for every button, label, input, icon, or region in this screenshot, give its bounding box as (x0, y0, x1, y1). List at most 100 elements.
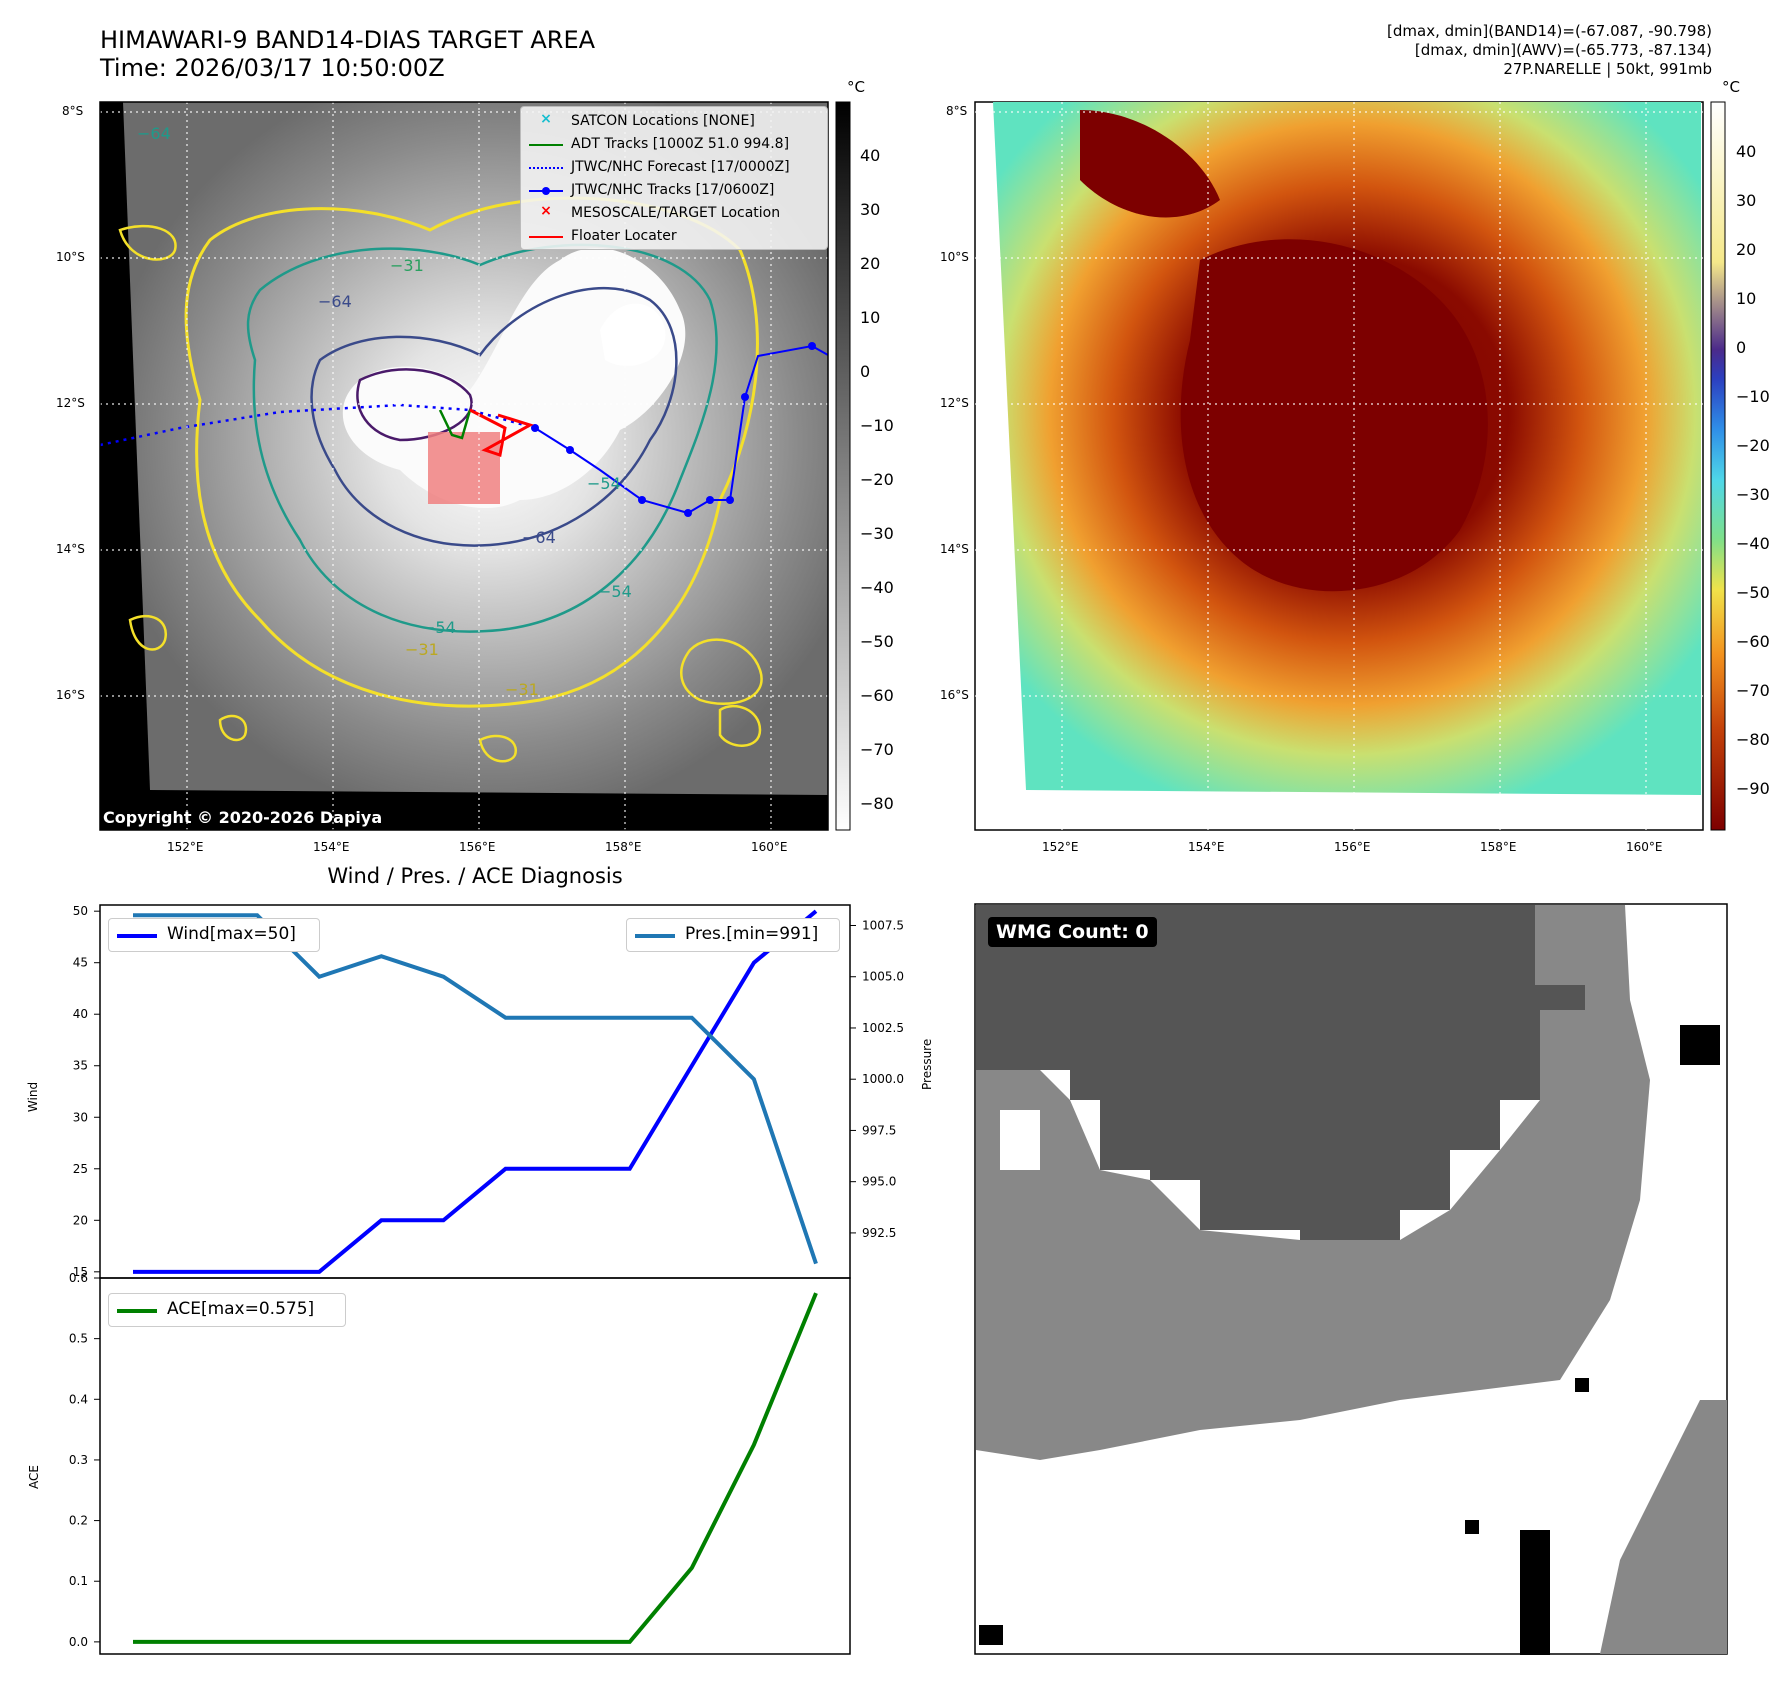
wind-series-line (133, 911, 816, 1272)
ace-tick-label: 0.2 (69, 1514, 88, 1528)
awv-colorbar-tick: 30 (1736, 191, 1756, 210)
line-dot-icon (529, 180, 563, 202)
adt-track (440, 410, 470, 438)
ir-colorbar (836, 102, 850, 830)
awv-colorbar-tick: −40 (1736, 534, 1770, 553)
ir-colorbar-tick: −20 (860, 470, 894, 489)
contour-label: −54 (422, 618, 456, 637)
ir-colorbar-tick: −50 (860, 632, 894, 651)
ir-lon-154e: 154°E (313, 840, 350, 854)
contour-label: −31 (390, 256, 424, 275)
contour-label: −54 (598, 582, 632, 601)
wmg-category-map (976, 905, 1727, 1655)
ace-axes-frame (100, 1278, 850, 1654)
diagnosis-title: Wind / Pres. / ACE Diagnosis (100, 864, 850, 888)
wmg-count-label: WMG Count: 0 (988, 917, 1157, 947)
floater-locater (470, 410, 530, 455)
contour-label: −64 (318, 292, 352, 311)
awv-colorbar-unit: °C (1722, 78, 1740, 96)
wind-tick-label: 40 (73, 1007, 88, 1021)
pressure-tick-label: 1005.0 (862, 970, 904, 984)
ir-colorbar-tick: 10 (860, 308, 880, 327)
contour-label: −64 (522, 528, 556, 547)
awv-colorbar-tick: −10 (1736, 387, 1770, 406)
awv-colorbar-tick: −60 (1736, 632, 1770, 651)
ace-tick-label: 0.6 (69, 1271, 88, 1285)
ir-lon-158e: 158°E (605, 840, 642, 854)
ace-tick-label: 0.5 (69, 1332, 88, 1346)
contour-minus-64 (312, 288, 677, 545)
awv-dry-slot (1181, 239, 1488, 591)
ace-legend: ACE[max=0.575] (108, 1293, 346, 1327)
jtwc-best-track (535, 346, 828, 513)
awv-colorbar-tick: −50 (1736, 583, 1770, 602)
ir-colorbar-tick: 30 (860, 200, 880, 219)
ir-lat-10s: 10°S (56, 250, 85, 264)
wind-axis-label: Wind (26, 1082, 40, 1112)
awv-colorbar-tick: 20 (1736, 240, 1756, 259)
ir-colorbar-tick: −70 (860, 740, 894, 759)
awv-lat-14s: 14°S (940, 542, 969, 556)
ir-lat-8s: 8°S (62, 104, 83, 118)
legend-floater: Floater Locater (521, 226, 827, 248)
awv-lat-16s: 16°S (940, 688, 969, 702)
awv-map-frame (975, 102, 1703, 830)
ir-lon-156e: 156°E (459, 840, 496, 854)
pressure-series-line (133, 915, 816, 1263)
awv-lon-152e: 152°E (1042, 840, 1079, 854)
awv-colorbar-tick: −30 (1736, 485, 1770, 504)
ace-series-line (133, 1293, 816, 1642)
awv-imagery (993, 102, 1701, 795)
awv-lon-158e: 158°E (1480, 840, 1517, 854)
ir-colorbar-unit: °C (847, 78, 865, 96)
jtwc-track-points (531, 342, 816, 517)
awv-lon-156e: 156°E (1334, 840, 1371, 854)
awv-colorbar-tick: −70 (1736, 681, 1770, 700)
legend-jtwc-tracks: JTWC/NHC Tracks [17/0600Z] (521, 180, 827, 202)
ir-colorbar-tick: −40 (860, 578, 894, 597)
wind-tick-label: 50 (73, 904, 88, 918)
wind-tick-label: 25 (73, 1162, 88, 1176)
ir-lat-16s: 16°S (56, 688, 85, 702)
awv-colorbar-tick: 40 (1736, 142, 1756, 161)
wind-tick-label: 15 (73, 1265, 88, 1279)
stats-line-3: 27P.NARELLE | 50kt, 991mb (1387, 60, 1712, 79)
pressure-axis-label: Pressure (920, 1039, 934, 1090)
contour-label: −54 (587, 474, 621, 493)
ace-tick-label: 0.1 (69, 1574, 88, 1588)
ir-lon-152e: 152°E (167, 840, 204, 854)
target-area-box (428, 432, 500, 504)
ir-lat-12s: 12°S (56, 396, 85, 410)
contour-label: −64 (137, 124, 171, 143)
wind-tick-label: 20 (73, 1213, 88, 1227)
awv-colorbar (1711, 102, 1725, 830)
awv-colorbar-tick: −20 (1736, 436, 1770, 455)
line-icon (529, 226, 563, 248)
awv-lon-160e: 160°E (1626, 840, 1663, 854)
ir-lat-14s: 14°S (56, 542, 85, 556)
awv-north-band (1080, 110, 1220, 217)
awv-lon-154e: 154°E (1188, 840, 1225, 854)
contour-label: −31 (505, 680, 539, 699)
ace-tick-label: 0.4 (69, 1392, 88, 1406)
x-marker-icon: × (529, 203, 563, 225)
ir-colorbar-tick: −60 (860, 686, 894, 705)
awv-lat-12s: 12°S (940, 396, 969, 410)
ir-lon-160e: 160°E (751, 840, 788, 854)
ir-colorbar-tick: −30 (860, 524, 894, 543)
wind-pressure-axes-frame (100, 905, 850, 1278)
awv-colorbar-tick: 0 (1736, 338, 1746, 357)
pressure-tick-label: 1007.5 (862, 918, 904, 932)
contour-minus-31 (186, 198, 757, 706)
legend-adt: ADT Tracks [1000Z 51.0 994.8] (521, 134, 827, 156)
ace-axis-label: ACE (27, 1465, 41, 1489)
contour-inner (357, 369, 471, 440)
stats-block: [dmax, dmin](BAND14)=(-67.087, -90.798) … (1387, 22, 1712, 79)
ir-colorbar-tick: 0 (860, 362, 870, 381)
wind-tick-label: 45 (73, 956, 88, 970)
cold-cloud-top-2 (600, 304, 665, 366)
copyright-text: Copyright © 2020-2026 Dapiya (103, 808, 382, 827)
awv-gridlines (975, 102, 1703, 830)
title-line-2: Time: 2026/03/17 10:50:00Z (100, 54, 595, 82)
